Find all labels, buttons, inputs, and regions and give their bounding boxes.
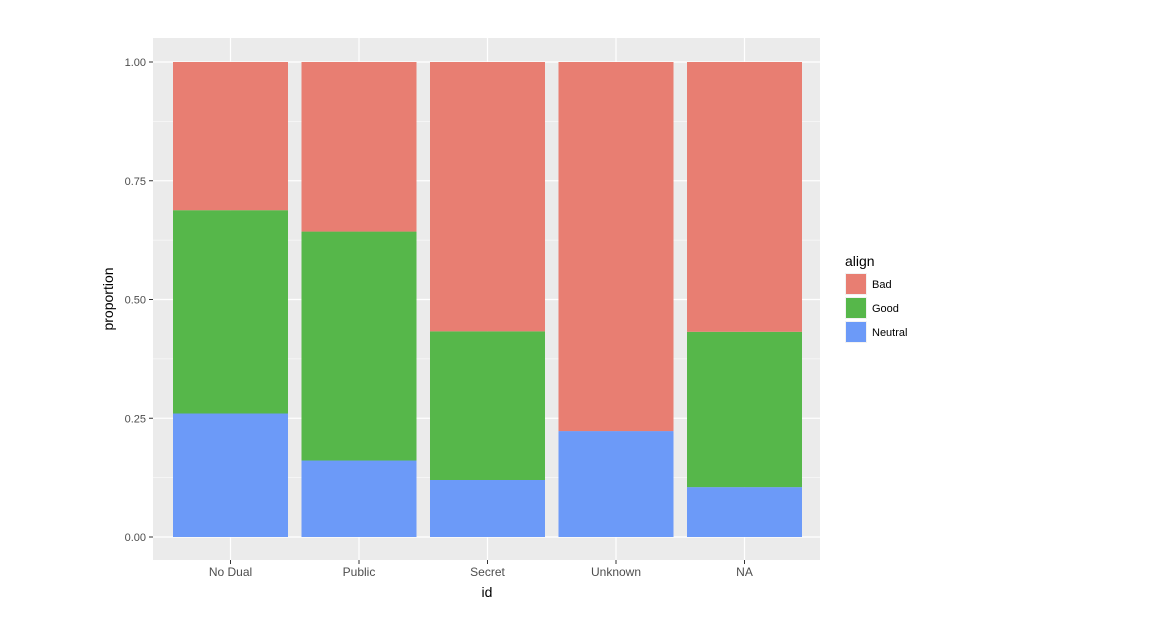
bar-segment-good (173, 210, 288, 414)
bar-segment-bad (430, 62, 545, 332)
bar-segment-good (687, 331, 802, 488)
x-axis-label: id (482, 584, 493, 600)
y-axis: 0.00 0.25 0.50 0.75 1.00 (125, 57, 153, 544)
x-tick-label: Unknown (591, 565, 641, 579)
x-tick-label: Secret (470, 565, 505, 579)
bar-segment-neutral (558, 431, 674, 537)
bar-segment-neutral (430, 480, 545, 537)
bar-segment-neutral (301, 460, 417, 537)
x-tick-label: No Dual (209, 565, 252, 579)
legend-title: align (845, 253, 875, 269)
y-axis-label: proportion (100, 267, 116, 330)
bar-segment-neutral (173, 413, 288, 537)
legend-swatch-good (846, 298, 866, 318)
y-tick-label: 0.50 (125, 295, 146, 307)
legend: align Bad Good Neutral (845, 253, 907, 343)
x-axis: No Dual Public Secret Unknown NA (209, 560, 753, 579)
bar-segment-good (430, 331, 545, 480)
bar-segment-bad (558, 62, 674, 432)
legend-swatch-neutral (846, 322, 866, 342)
x-tick-label: Public (343, 565, 376, 579)
legend-label-neutral: Neutral (872, 327, 907, 339)
y-tick-label: 0.75 (125, 176, 146, 188)
bar-segment-bad (173, 62, 288, 211)
x-tick-label: NA (736, 565, 753, 579)
bar-segment-bad (687, 62, 802, 332)
legend-swatch-bad (846, 274, 866, 294)
bar-segment-bad (301, 62, 417, 232)
y-tick-label: 1.00 (125, 57, 146, 69)
legend-label-bad: Bad (872, 279, 892, 291)
legend-label-good: Good (872, 303, 899, 315)
bar-segment-neutral (687, 487, 802, 537)
bars (173, 62, 802, 537)
bar-segment-good (301, 231, 417, 461)
y-tick-label: 0.25 (125, 413, 146, 425)
y-tick-label: 0.00 (125, 532, 146, 544)
